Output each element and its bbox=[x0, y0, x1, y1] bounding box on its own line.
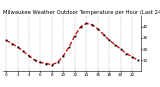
Text: Milwaukee Weather Outdoor Temperature per Hour (Last 24 Hours): Milwaukee Weather Outdoor Temperature pe… bbox=[3, 10, 160, 15]
